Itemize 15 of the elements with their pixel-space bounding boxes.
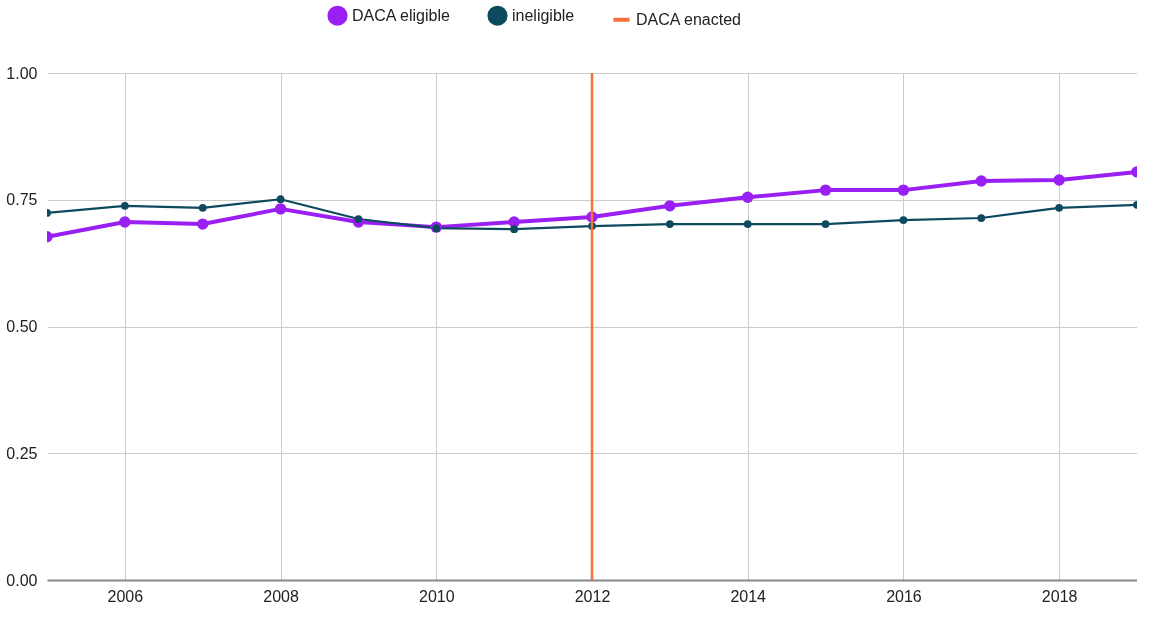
x-tick-label: 2016 bbox=[886, 587, 922, 605]
x-tick-label: 2018 bbox=[1041, 587, 1078, 605]
legend-label: DACA eligible bbox=[352, 6, 450, 24]
x-tick-label: 2010 bbox=[418, 587, 455, 605]
y-tick-label: 0.75 bbox=[6, 191, 38, 209]
x-tick-label: 2014 bbox=[730, 587, 767, 605]
x-tick-label: 2006 bbox=[107, 587, 144, 605]
y-tick-label: 1.00 bbox=[6, 64, 38, 82]
legend-label: ineligible bbox=[512, 6, 575, 24]
y-tick-label: 0.50 bbox=[6, 318, 38, 335]
y-tick-label: 0.00 bbox=[6, 571, 38, 589]
legend-label: DACA enacted bbox=[636, 10, 741, 28]
y-tick-label: 0.25 bbox=[6, 444, 38, 462]
x-tick-label: 2008 bbox=[263, 587, 299, 605]
x-tick-label: 2012 bbox=[574, 587, 611, 605]
